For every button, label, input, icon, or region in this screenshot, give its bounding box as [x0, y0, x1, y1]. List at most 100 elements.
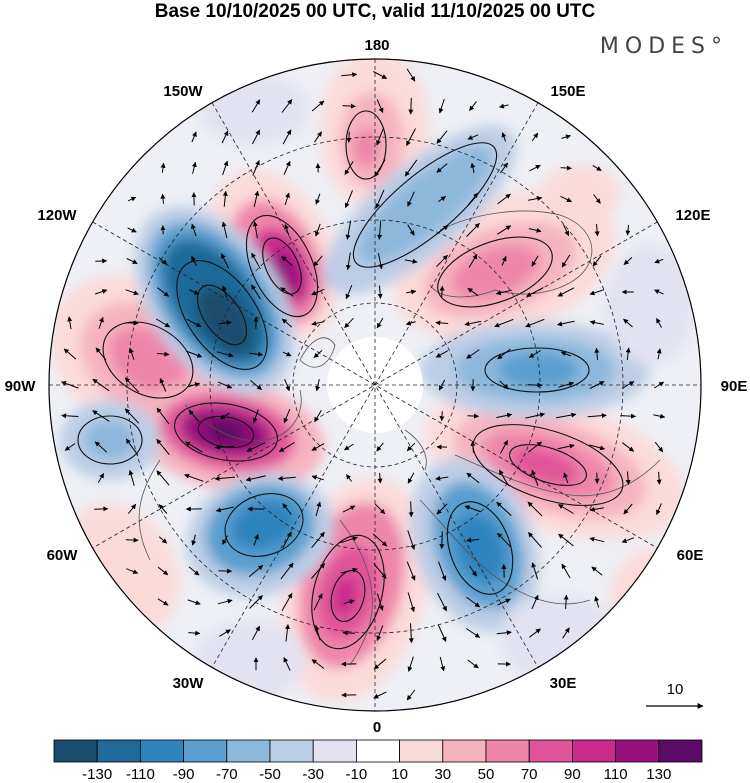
wind-vector [563, 594, 569, 609]
wind-vector [251, 625, 261, 641]
wind-vector [342, 630, 355, 636]
lon-label-150e: 150E [550, 83, 585, 100]
wind-vector [218, 320, 232, 326]
wind-vector [561, 563, 571, 579]
wind-vector [464, 320, 482, 327]
wind-vector [470, 440, 476, 453]
wind-vector [529, 628, 541, 638]
lon-label-90e: 90E [721, 378, 748, 395]
wind-vector [625, 224, 631, 236]
wind-vector [185, 441, 203, 453]
wind-vector [372, 533, 388, 547]
wind-vector [497, 348, 511, 360]
colorbar-cell [139, 739, 184, 763]
wind-vector [438, 98, 445, 114]
wind-vector [281, 318, 293, 328]
wind-vector [436, 503, 448, 515]
colorbar-cell [485, 739, 530, 763]
wind-vector [376, 128, 384, 146]
wind-vector [156, 318, 171, 328]
colorbar-tick-label: -70 [216, 766, 238, 783]
wind-vector [186, 350, 203, 358]
wind-vector [558, 504, 574, 514]
wind-vector [343, 443, 354, 451]
wind-vector [221, 130, 229, 144]
wind-vector [591, 566, 603, 576]
wind-vector [621, 381, 635, 389]
wind-vector [220, 253, 230, 269]
wind-vector [374, 159, 386, 177]
wind-vector [531, 132, 539, 142]
wind-vector [345, 474, 353, 482]
wind-vector [315, 379, 321, 392]
wind-vector [188, 289, 200, 295]
wind-vector [501, 132, 507, 142]
wind-vector [158, 257, 168, 265]
wind-vector [282, 129, 292, 145]
colorbar-tick-label: 90 [564, 766, 581, 783]
wind-vector [315, 193, 321, 205]
wind-vector [623, 257, 633, 265]
wind-vector [531, 469, 539, 486]
wind-vector [376, 442, 384, 452]
wind-vector [594, 472, 600, 484]
wind-vector [467, 287, 479, 297]
wind-vector [497, 532, 511, 548]
wind-vector [376, 317, 384, 329]
wind-vector [377, 472, 383, 484]
wind-vector [281, 256, 293, 266]
wind-vector [314, 409, 322, 423]
wind-vector [406, 442, 416, 452]
wind-vector [252, 221, 258, 239]
wind-vector [469, 565, 477, 577]
wind-vector [311, 659, 325, 669]
wind-vector [560, 351, 571, 357]
wind-vector [439, 411, 445, 422]
wind-vector [376, 625, 384, 641]
wind-vector [278, 441, 295, 453]
colorbar-cell [658, 739, 703, 763]
wind-vector [654, 289, 664, 295]
anomaly-field [49, 59, 701, 711]
wind-vector [222, 535, 228, 545]
wind-vector [531, 255, 539, 267]
wind-vector [587, 413, 607, 419]
wind-vector [311, 563, 325, 579]
wind-vector [527, 501, 543, 517]
wind-vector [589, 320, 604, 325]
wind-vector [248, 564, 264, 578]
wind-vector [373, 691, 387, 699]
reference-vector-label: 10 [667, 681, 684, 698]
wind-vector [125, 537, 139, 543]
wind-vector [406, 689, 416, 701]
wind-vector [345, 285, 353, 300]
wind-vector [313, 255, 323, 267]
wind-vector [311, 531, 325, 549]
wind-vector [188, 566, 200, 576]
modes-logo: MODES° [599, 34, 728, 59]
wind-vector [251, 284, 261, 300]
wind-vector [468, 253, 478, 268]
wind-vector [345, 252, 351, 271]
lon-label-60e: 60E [677, 547, 704, 564]
wind-vector [528, 350, 541, 358]
wind-vector [311, 100, 325, 112]
wind-vector [311, 288, 325, 296]
wind-vector [282, 351, 292, 357]
wind-vector [656, 317, 662, 328]
wind-vector [406, 68, 416, 82]
wind-vector [157, 598, 169, 606]
wind-vector [251, 99, 261, 113]
wind-vector [97, 472, 105, 483]
wind-vector [157, 566, 169, 576]
wind-vector [594, 224, 600, 237]
wind-vector [184, 473, 204, 482]
colorbar-cell [355, 739, 400, 763]
colorbar-tick-label: 30 [434, 766, 451, 783]
wind-vector [315, 501, 322, 517]
wind-vector [250, 380, 262, 390]
wind-vector [283, 409, 291, 424]
wind-vector [186, 318, 202, 328]
wind-vector [373, 658, 387, 670]
wind-vector [528, 196, 543, 202]
